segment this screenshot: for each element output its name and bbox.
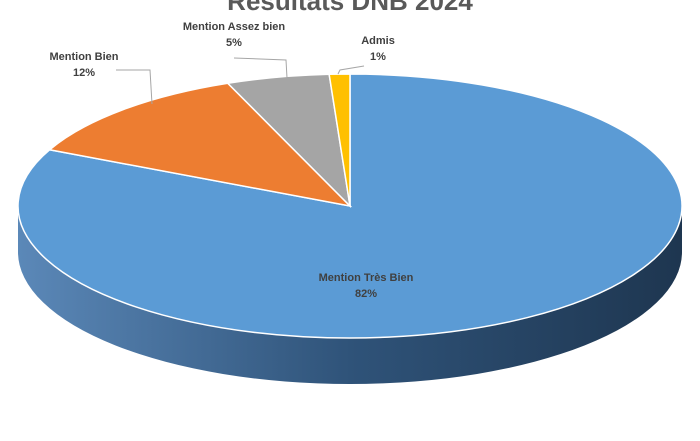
data-label-name-mention-tres-bien: Mention Très Bien bbox=[319, 272, 414, 284]
pie-labels: Mention Très Bien 82% Mention Bien 12% Menti… bbox=[49, 21, 413, 300]
pie-leader-lines bbox=[116, 57, 365, 105]
data-label-name-mention-assez-bien: Mention Assez bien bbox=[183, 21, 286, 33]
pie-slice-mention-bien bbox=[47, 82, 353, 208]
pie-side-wall bbox=[18, 206, 682, 384]
data-label-value-mention-tres-bien: 82% bbox=[355, 288, 377, 300]
data-label-value-admis: 1% bbox=[370, 51, 386, 63]
data-label-value-mention-assez-bien: 5% bbox=[226, 37, 242, 49]
leader-line-mention-bien bbox=[116, 69, 153, 105]
data-label-value-mention-bien: 12% bbox=[73, 67, 95, 79]
data-label-name-admis: Admis bbox=[361, 35, 395, 47]
pie-slices bbox=[17, 73, 683, 339]
chart-title: Résultats DNB 2024 bbox=[227, 0, 473, 16]
pie-side bbox=[18, 206, 682, 384]
data-label-name-mention-bien: Mention Bien bbox=[49, 51, 118, 63]
leader-line-admis bbox=[337, 65, 365, 75]
leader-line-mention-assez-bien bbox=[233, 57, 288, 79]
pie-slice-admis bbox=[328, 73, 351, 207]
